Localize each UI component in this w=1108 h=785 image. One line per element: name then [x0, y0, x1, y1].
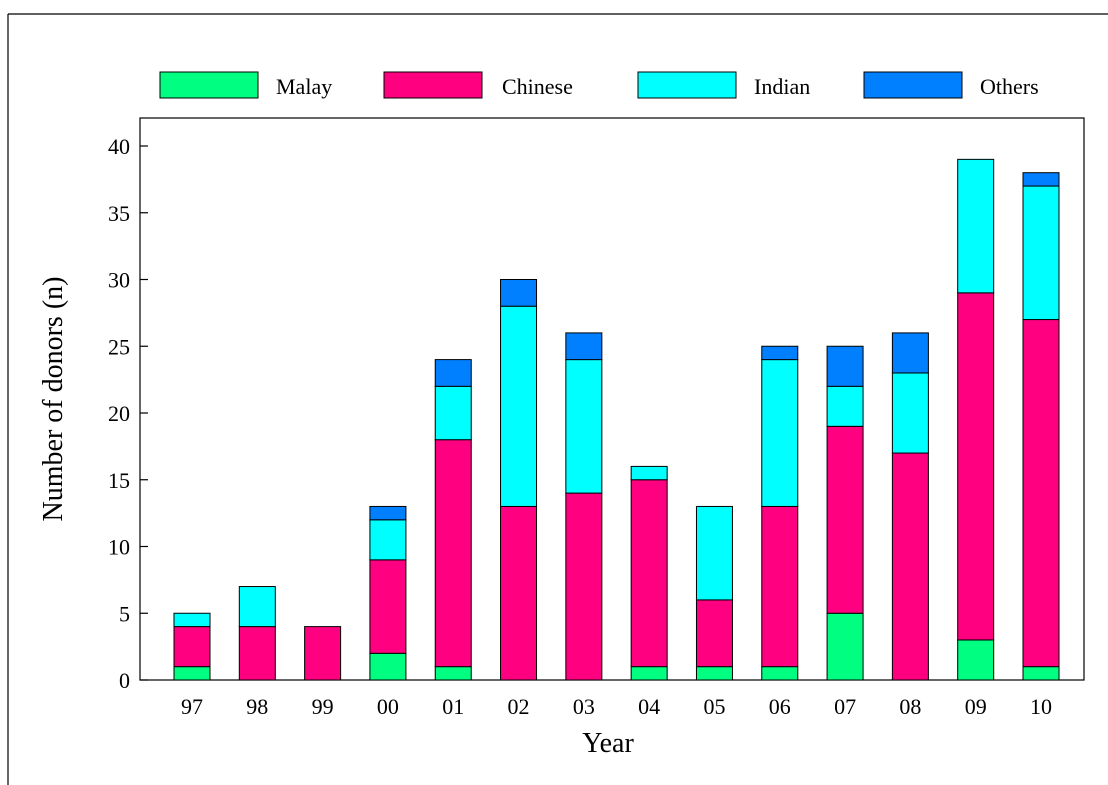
bar-segment-others	[1022, 172, 1060, 187]
bar-segment-indian	[369, 519, 407, 561]
bar-segment-indian	[630, 465, 668, 481]
bar-stack-99	[304, 626, 342, 681]
bar-segment-malay	[761, 666, 799, 681]
x-tick-label: 03	[573, 694, 595, 719]
bar-segment-malay	[434, 666, 472, 681]
bar-segment-chinese	[695, 599, 733, 668]
bar-stack-01	[434, 359, 472, 681]
bar-segment-chinese	[565, 492, 603, 681]
x-tick-label: 10	[1030, 694, 1052, 719]
legend-label-chinese: Chinese	[502, 74, 573, 99]
x-axis: 97 98 99 00 01 02 03 04 05 06 07 08 09 10	[181, 694, 1052, 719]
bar-stack-00	[369, 505, 407, 681]
x-tick-label: 99	[312, 694, 334, 719]
bar-segment-chinese	[630, 479, 668, 668]
bar-segment-malay	[695, 666, 733, 681]
y-tick-label: 30	[108, 268, 130, 293]
bar-segment-malay	[1022, 666, 1060, 681]
plot-area	[139, 117, 1085, 681]
legend-label-malay: Malay	[276, 74, 332, 99]
y-axis-title: Number of donors (n)	[38, 277, 69, 522]
bar-segment-others	[565, 332, 603, 361]
y-tick-label: 25	[108, 334, 130, 359]
bar-stack-09	[957, 158, 995, 681]
bar-stack-10	[1022, 172, 1060, 681]
bars	[173, 158, 1060, 681]
legend: Malay Chinese Indian Others	[159, 71, 1039, 99]
bar-segment-malay	[369, 652, 407, 681]
bar-segment-chinese	[500, 505, 538, 681]
bar-segment-chinese	[238, 626, 276, 681]
bar-segment-indian	[173, 612, 211, 628]
x-tick-label: 08	[899, 694, 921, 719]
legend-swatch-chinese	[383, 71, 483, 99]
bar-segment-indian	[761, 359, 799, 507]
x-tick-label: 07	[834, 694, 856, 719]
bar-segment-chinese	[957, 292, 995, 641]
x-tick-label: 06	[769, 694, 791, 719]
bar-segment-others	[500, 279, 538, 307]
x-tick-label: 02	[508, 694, 530, 719]
bar-segment-chinese	[173, 626, 211, 668]
bar-segment-indian	[826, 385, 864, 427]
y-tick-label: 20	[108, 401, 130, 426]
legend-swatch-indian	[637, 71, 737, 99]
bar-segment-indian	[695, 505, 733, 601]
bar-segment-chinese	[891, 452, 929, 681]
bar-stack-07	[826, 345, 864, 681]
x-tick-label: 09	[965, 694, 987, 719]
bar-stack-98	[238, 586, 276, 681]
bar-stack-04	[630, 465, 668, 681]
x-tick-label: 00	[377, 694, 399, 719]
bar-segment-malay	[957, 639, 995, 681]
y-tick-label: 15	[108, 468, 130, 493]
bar-segment-chinese	[434, 439, 472, 668]
x-tick-label: 01	[442, 694, 464, 719]
bar-segment-malay	[173, 666, 211, 681]
y-tick-label: 0	[119, 668, 130, 693]
bar-stack-05	[695, 505, 733, 681]
y-tick-label: 35	[108, 201, 130, 226]
bar-segment-indian	[1022, 185, 1060, 321]
bar-segment-others	[826, 345, 864, 387]
y-tick-label: 40	[108, 134, 130, 159]
bar-segment-indian	[500, 305, 538, 507]
bar-segment-chinese	[826, 425, 864, 614]
bar-segment-chinese	[369, 559, 407, 654]
x-tick-label: 04	[638, 694, 660, 719]
bar-segment-others	[434, 359, 472, 387]
legend-label-others: Others	[980, 74, 1039, 99]
bar-segment-indian	[565, 359, 603, 494]
bar-segment-malay	[826, 612, 864, 681]
bar-segment-malay	[630, 666, 668, 681]
x-tick-label: 97	[181, 694, 203, 719]
bar-stack-06	[761, 345, 799, 681]
bar-segment-others	[369, 505, 407, 521]
bar-segment-chinese	[1022, 319, 1060, 668]
legend-label-indian: Indian	[754, 74, 810, 99]
legend-swatch-malay	[159, 71, 259, 99]
x-tick-label: 98	[246, 694, 268, 719]
bar-stack-03	[565, 332, 603, 681]
bar-segment-chinese	[761, 505, 799, 668]
bar-segment-others	[761, 345, 799, 361]
y-tick-label: 5	[119, 601, 130, 626]
x-axis-title: Year	[582, 728, 634, 759]
bar-segment-others	[891, 332, 929, 374]
bar-stack-08	[891, 332, 929, 681]
x-tick-label: 05	[703, 694, 725, 719]
bar-segment-indian	[957, 158, 995, 294]
bar-segment-indian	[891, 372, 929, 454]
y-tick-label: 10	[108, 535, 130, 560]
legend-swatch-others	[863, 71, 963, 99]
bar-segment-chinese	[304, 626, 342, 681]
bar-stack-97	[173, 612, 211, 681]
bar-segment-indian	[238, 586, 276, 628]
y-axis: 0 5 10 15 20 25 30 35 40	[108, 134, 148, 693]
bar-segment-indian	[434, 385, 472, 441]
bar-stack-02	[500, 279, 538, 681]
